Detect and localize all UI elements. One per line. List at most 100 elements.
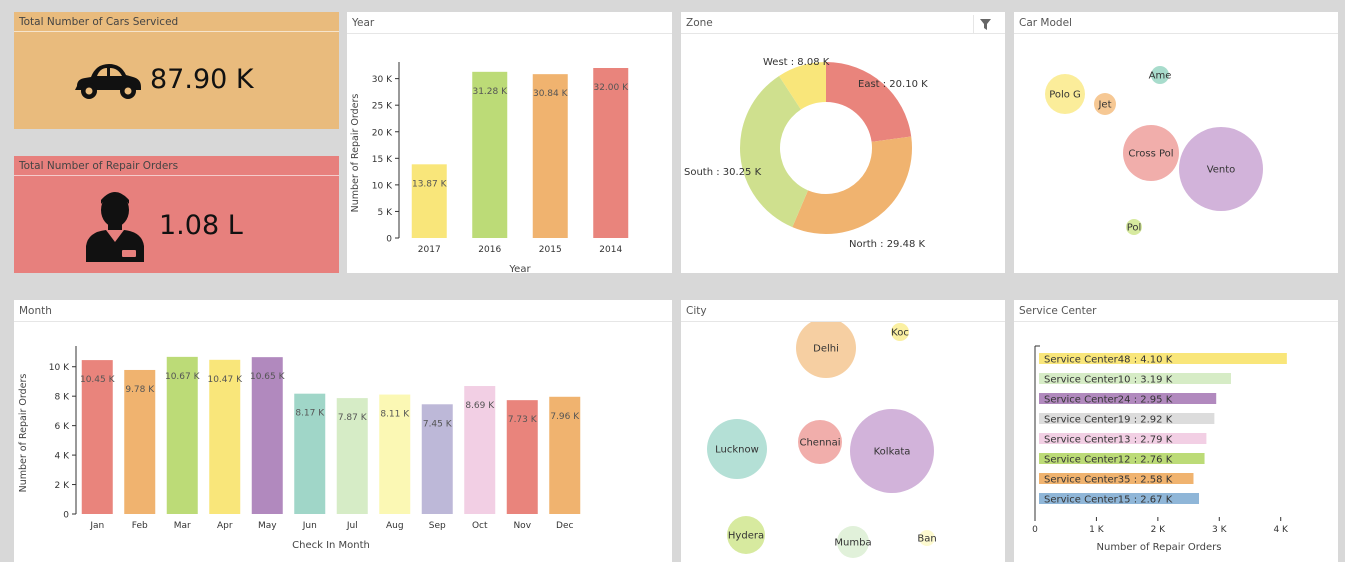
bar bbox=[464, 386, 496, 514]
bar bbox=[166, 356, 198, 514]
bar-data-label: 7.87 K bbox=[338, 413, 368, 423]
bar-data-label: Service Center10 : 3.19 K bbox=[1044, 375, 1173, 386]
bar-data-label: 13.87 K bbox=[412, 179, 448, 189]
kpi-title: Total Number of Cars Serviced bbox=[14, 12, 339, 32]
bar bbox=[411, 164, 447, 238]
bar-data-label: 8.17 K bbox=[295, 409, 325, 419]
x-tick-label: 3 K bbox=[1212, 525, 1228, 535]
bubble bbox=[919, 530, 935, 546]
y-tick-label: 30 K bbox=[372, 75, 393, 85]
mechanic-icon bbox=[86, 192, 144, 262]
bar-data-label: Service Center35 : 2.58 K bbox=[1044, 475, 1173, 486]
x-tick-label: Sep bbox=[429, 521, 446, 531]
bar bbox=[294, 393, 326, 514]
bar bbox=[532, 74, 568, 238]
panel-month: Month 0 2 K 4 K 6 K 8 K 10 K 10.45 K Jan 9.78 K F… bbox=[14, 300, 672, 562]
bar bbox=[336, 398, 368, 514]
bubble-label: Ame bbox=[1149, 71, 1172, 82]
bar-data-label: 31.28 K bbox=[472, 87, 508, 97]
panel-title: Year bbox=[347, 12, 672, 34]
bubble bbox=[1094, 93, 1116, 115]
y-tick-label: 15 K bbox=[372, 155, 393, 165]
x-tick-label: Nov bbox=[513, 521, 531, 531]
bar bbox=[1039, 373, 1231, 384]
bar bbox=[124, 369, 156, 514]
bar bbox=[1039, 413, 1215, 424]
x-tick-label: 0 bbox=[1032, 525, 1038, 535]
filter-button[interactable] bbox=[973, 15, 997, 33]
panel-car-model: Car Model Polo G Jet Ame Cross Pol Vento Pol bbox=[1014, 12, 1338, 273]
y-tick-label: 0 bbox=[386, 235, 392, 245]
panel-title: Service Center bbox=[1014, 300, 1338, 322]
x-tick-label: 1 K bbox=[1089, 525, 1105, 535]
bubble bbox=[1126, 219, 1142, 235]
y-tick-label: 5 K bbox=[378, 208, 394, 218]
month-bar-chart: 0 2 K 4 K 6 K 8 K 10 K 10.45 K Jan 9.78 K Feb 10.6… bbox=[18, 346, 581, 551]
car-icon bbox=[75, 64, 141, 99]
kpi-title: Total Number of Repair Orders bbox=[14, 156, 339, 176]
bubble bbox=[707, 419, 767, 479]
bubble bbox=[891, 323, 909, 341]
panel-title: City bbox=[681, 300, 1005, 322]
bubble-label: Vento bbox=[1207, 165, 1236, 176]
x-tick-label: Aug bbox=[386, 521, 404, 531]
x-tick-label: Mar bbox=[174, 521, 191, 531]
kpi-value: 87.90 K bbox=[150, 64, 254, 95]
bubble-label: Pol bbox=[1127, 223, 1142, 234]
y-axis-title: Number of Repair Orders bbox=[18, 374, 29, 493]
bubble-label: Chennai bbox=[799, 438, 840, 449]
bar bbox=[549, 396, 581, 514]
bar-data-label: 7.45 K bbox=[423, 419, 453, 429]
x-tick-label: Jun bbox=[302, 521, 317, 531]
panel-title: Car Model bbox=[1014, 12, 1338, 34]
x-tick-label: Feb bbox=[132, 521, 148, 531]
x-tick-label: Jan bbox=[89, 521, 104, 531]
bubble bbox=[727, 516, 765, 554]
y-tick-label: 10 K bbox=[372, 181, 393, 191]
bar bbox=[251, 357, 283, 514]
donut-slice-west bbox=[779, 62, 826, 110]
panel-title: Zone bbox=[681, 12, 1005, 34]
bubble bbox=[796, 322, 856, 378]
y-tick-label: 8 K bbox=[55, 393, 71, 403]
bar-data-label: 30.84 K bbox=[533, 89, 569, 99]
year-bar-chart: 0 5 K 10 K 15 K 20 K 25 K 30 K 13.87 K 2017 31.28… bbox=[350, 62, 629, 273]
slice-label: South : 30.25 K bbox=[684, 167, 762, 178]
bar-data-label: 10.67 K bbox=[165, 372, 201, 382]
bar-data-label: 9.78 K bbox=[125, 385, 155, 395]
x-tick-label: 2 K bbox=[1151, 525, 1167, 535]
x-tick-label: Oct bbox=[472, 521, 488, 531]
bar bbox=[1039, 353, 1287, 364]
x-axis-title: Year bbox=[508, 264, 531, 273]
service-center-bar-chart: 0 1 K 2 K 3 K 4 K Service Center48 : 4.10 K Se… bbox=[1032, 345, 1289, 553]
bar bbox=[506, 400, 538, 514]
bubble bbox=[1123, 125, 1179, 181]
bar bbox=[472, 71, 508, 238]
y-tick-label: 20 K bbox=[372, 128, 393, 138]
x-tick-label: 2014 bbox=[599, 245, 622, 255]
bubble-label: Delhi bbox=[813, 344, 839, 355]
donut-slice-north bbox=[792, 136, 912, 234]
slice-label: North : 29.48 K bbox=[849, 239, 926, 250]
x-axis-title: Check In Month bbox=[292, 540, 370, 551]
panel-title: Month bbox=[14, 300, 672, 322]
bar bbox=[593, 68, 629, 238]
y-tick-label: 25 K bbox=[372, 102, 393, 112]
bar-data-label: 10.65 K bbox=[250, 372, 286, 382]
donut-slice-east bbox=[826, 62, 912, 142]
panel-service-center: Service Center 0 1 K 2 K 3 K 4 K Service Cent… bbox=[1014, 300, 1338, 562]
donut-slice-south bbox=[740, 75, 809, 228]
x-axis-title: Number of Repair Orders bbox=[1097, 542, 1222, 553]
bar-data-label: Service Center48 : 4.10 K bbox=[1044, 355, 1173, 366]
bar-data-label: 10.45 K bbox=[80, 375, 116, 385]
bar bbox=[1039, 493, 1200, 504]
bubble bbox=[1151, 66, 1169, 84]
bar-data-label: 8.69 K bbox=[465, 401, 495, 411]
bar-data-label: Service Center24 : 2.95 K bbox=[1044, 395, 1173, 406]
bubble-label: Mumba bbox=[834, 538, 871, 549]
bar-data-label: 32.00 K bbox=[593, 83, 629, 93]
kpi-value: 1.08 L bbox=[159, 210, 243, 241]
bar-data-label: Service Center15 : 2.67 K bbox=[1044, 495, 1173, 506]
panel-city: City Delhi Koc Lucknow Chennai Kolkata Hydera… bbox=[681, 300, 1005, 562]
y-tick-label: 10 K bbox=[49, 363, 70, 373]
